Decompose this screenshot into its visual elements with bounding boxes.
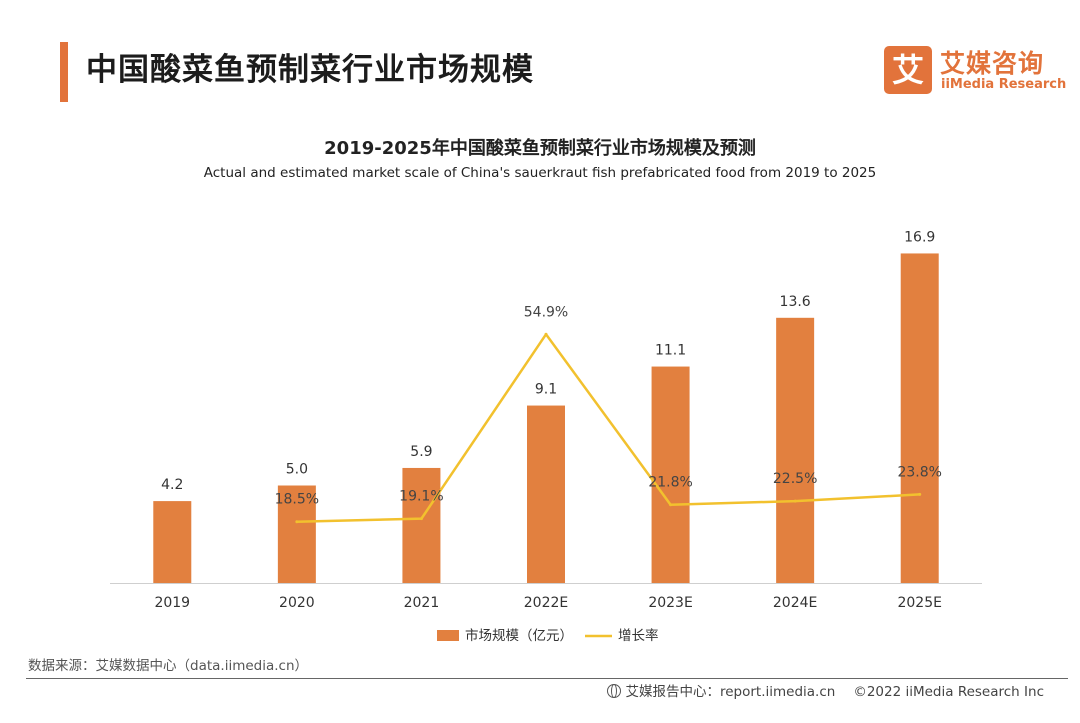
bar-2019	[153, 501, 192, 583]
bar-2025E	[900, 253, 939, 583]
bar-value-label-2023E: 11.1	[655, 343, 686, 359]
legend-swatch-market-scale	[437, 630, 459, 641]
bar-value-label-2022E: 9.1	[535, 382, 557, 398]
legend-label-growth-rate: 增长率	[618, 627, 659, 644]
bar-2023E	[651, 366, 690, 583]
footer-copyright: ©2022 iiMedia Research Inc	[853, 684, 1044, 700]
growth-rate-line	[296, 333, 920, 523]
bar-value-label-2025E: 16.9	[904, 229, 935, 245]
footer-report-link[interactable]: 艾媒报告中心：report.iimedia.cn	[625, 684, 836, 700]
bar-value-label-2020: 5.0	[286, 462, 308, 478]
logo-english-text: iiMedia Research	[941, 77, 1067, 92]
x-tick-label-2021: 2021	[404, 595, 440, 611]
footer-divider	[26, 678, 1068, 679]
bar-value-label-2024E: 13.6	[780, 294, 811, 310]
growth-rate-label-2022E: 54.9%	[524, 304, 568, 320]
growth-rate-label-2025E: 23.8%	[897, 464, 941, 480]
title-accent-bar	[60, 42, 68, 102]
growth-rate-label-2020: 18.5%	[275, 492, 319, 508]
growth-rate-label-2024E: 22.5%	[773, 471, 817, 487]
legend-label-market-scale: 市场规模（亿元）	[465, 627, 573, 644]
globe-icon	[607, 684, 622, 698]
page-title: 中国酸菜鱼预制菜行业市场规模	[86, 52, 534, 88]
growth-rate-point-2024E	[793, 499, 797, 503]
chart-title: 2019-2025年中国酸菜鱼预制菜行业市场规模及预测	[324, 138, 756, 159]
growth-rate-point-2020	[295, 520, 299, 524]
bar-2024E	[776, 317, 815, 583]
growth-rate-point-2023E	[669, 503, 673, 507]
logo-mark: 艾	[884, 46, 932, 94]
growth-rate-point-2022E	[544, 332, 548, 336]
iimedia-logo: 艾 艾媒咨询 iiMedia Research	[884, 46, 1066, 98]
x-tick-label-2020: 2020	[279, 595, 315, 611]
x-tick-label-2024E: 2024E	[773, 595, 817, 611]
x-tick-label-2023E: 2023E	[648, 595, 692, 611]
growth-rate-point-2021	[419, 517, 423, 521]
bar-2022E	[527, 405, 565, 583]
logo-chinese-text: 艾媒咨询	[940, 49, 1045, 78]
data-source: 数据来源：艾媒数据中心（data.iimedia.cn）	[28, 658, 309, 674]
chart-subtitle: Actual and estimated market scale of Chi…	[203, 165, 877, 181]
growth-rate-label-2023E: 21.8%	[648, 475, 692, 491]
x-tick-label-2022E: 2022E	[524, 595, 568, 611]
x-tick-label-2019: 2019	[154, 595, 190, 611]
market-scale-chart: 4.2 2019 5.0 2020 5.9 2021 9.1 2022E 11.1 2023E 13…	[110, 229, 982, 644]
bar-2020	[277, 485, 316, 583]
growth-rate-point-2025E	[918, 492, 922, 496]
footer: 艾媒报告中心：report.iimedia.cn ©2022 iiMedia Re…	[607, 680, 1044, 700]
bar-2021	[402, 467, 441, 583]
bar-value-label-2021: 5.9	[410, 444, 432, 460]
x-tick-label-2025E: 2025E	[897, 595, 941, 611]
growth-rate-label-2021: 19.1%	[399, 489, 443, 505]
bar-value-label-2019: 4.2	[161, 477, 183, 493]
